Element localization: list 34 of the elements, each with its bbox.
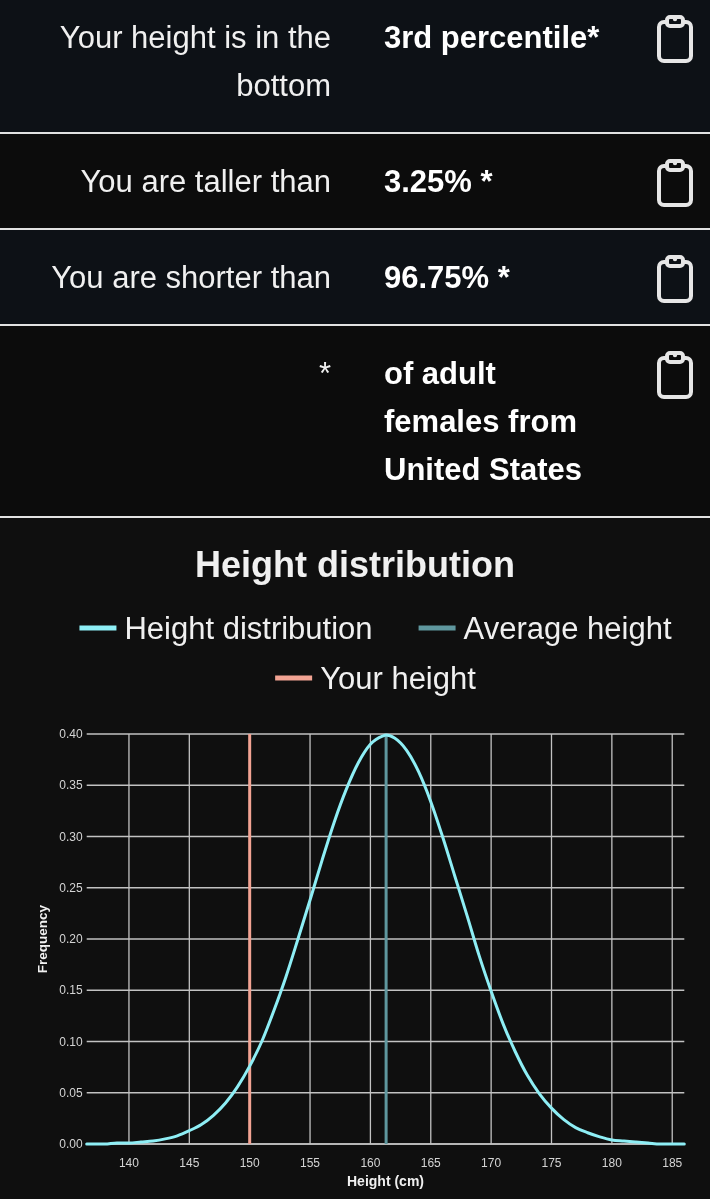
text: 3rd percentile* [384, 19, 601, 55]
text: 96.75% * [384, 259, 511, 295]
legend-label: Height distribution [124, 610, 373, 646]
y-tick-label: 0.10 [59, 1034, 84, 1049]
x-tick-label: 155 [300, 1156, 321, 1171]
text: 3.25% * [384, 163, 494, 199]
y-tick-label: 0.35 [59, 778, 84, 793]
y-tick-label: 0.30 [59, 829, 84, 844]
chart-title: Height distribution [195, 543, 515, 585]
x-tick-label: 160 [360, 1156, 381, 1171]
y-tick-label: 0.40 [59, 727, 84, 742]
x-axis-title: Height (cm) [347, 1172, 424, 1189]
x-tick-label: 145 [179, 1156, 200, 1171]
y-axis-title: Frequency [34, 904, 50, 974]
x-tick-label: 185 [662, 1156, 683, 1171]
x-tick-label: 165 [420, 1156, 442, 1171]
legend-label: Average height [463, 610, 672, 646]
text: Your height is in the bottom [59, 19, 331, 103]
y-tick-label: 0.20 [59, 932, 84, 947]
line-series [85, 733, 686, 1146]
text: You are shorter than [51, 259, 331, 295]
text: You are taller than [80, 163, 331, 199]
y-tick-label: 0.05 [59, 1085, 84, 1100]
y-tick-label: 0.25 [59, 880, 84, 895]
legend-label: Your height [320, 660, 477, 696]
y-tick-label: 0.00 [59, 1137, 84, 1152]
text: * [318, 355, 331, 391]
text: of adult females from United States [384, 355, 583, 487]
x-tick-label: 180 [601, 1156, 623, 1171]
x-tick-label: 150 [239, 1156, 261, 1171]
x-tick-label: 170 [481, 1156, 502, 1171]
x-tick-label: 175 [541, 1156, 562, 1171]
x-tick-label: 140 [118, 1156, 140, 1171]
y-tick-label: 0.15 [59, 983, 84, 998]
